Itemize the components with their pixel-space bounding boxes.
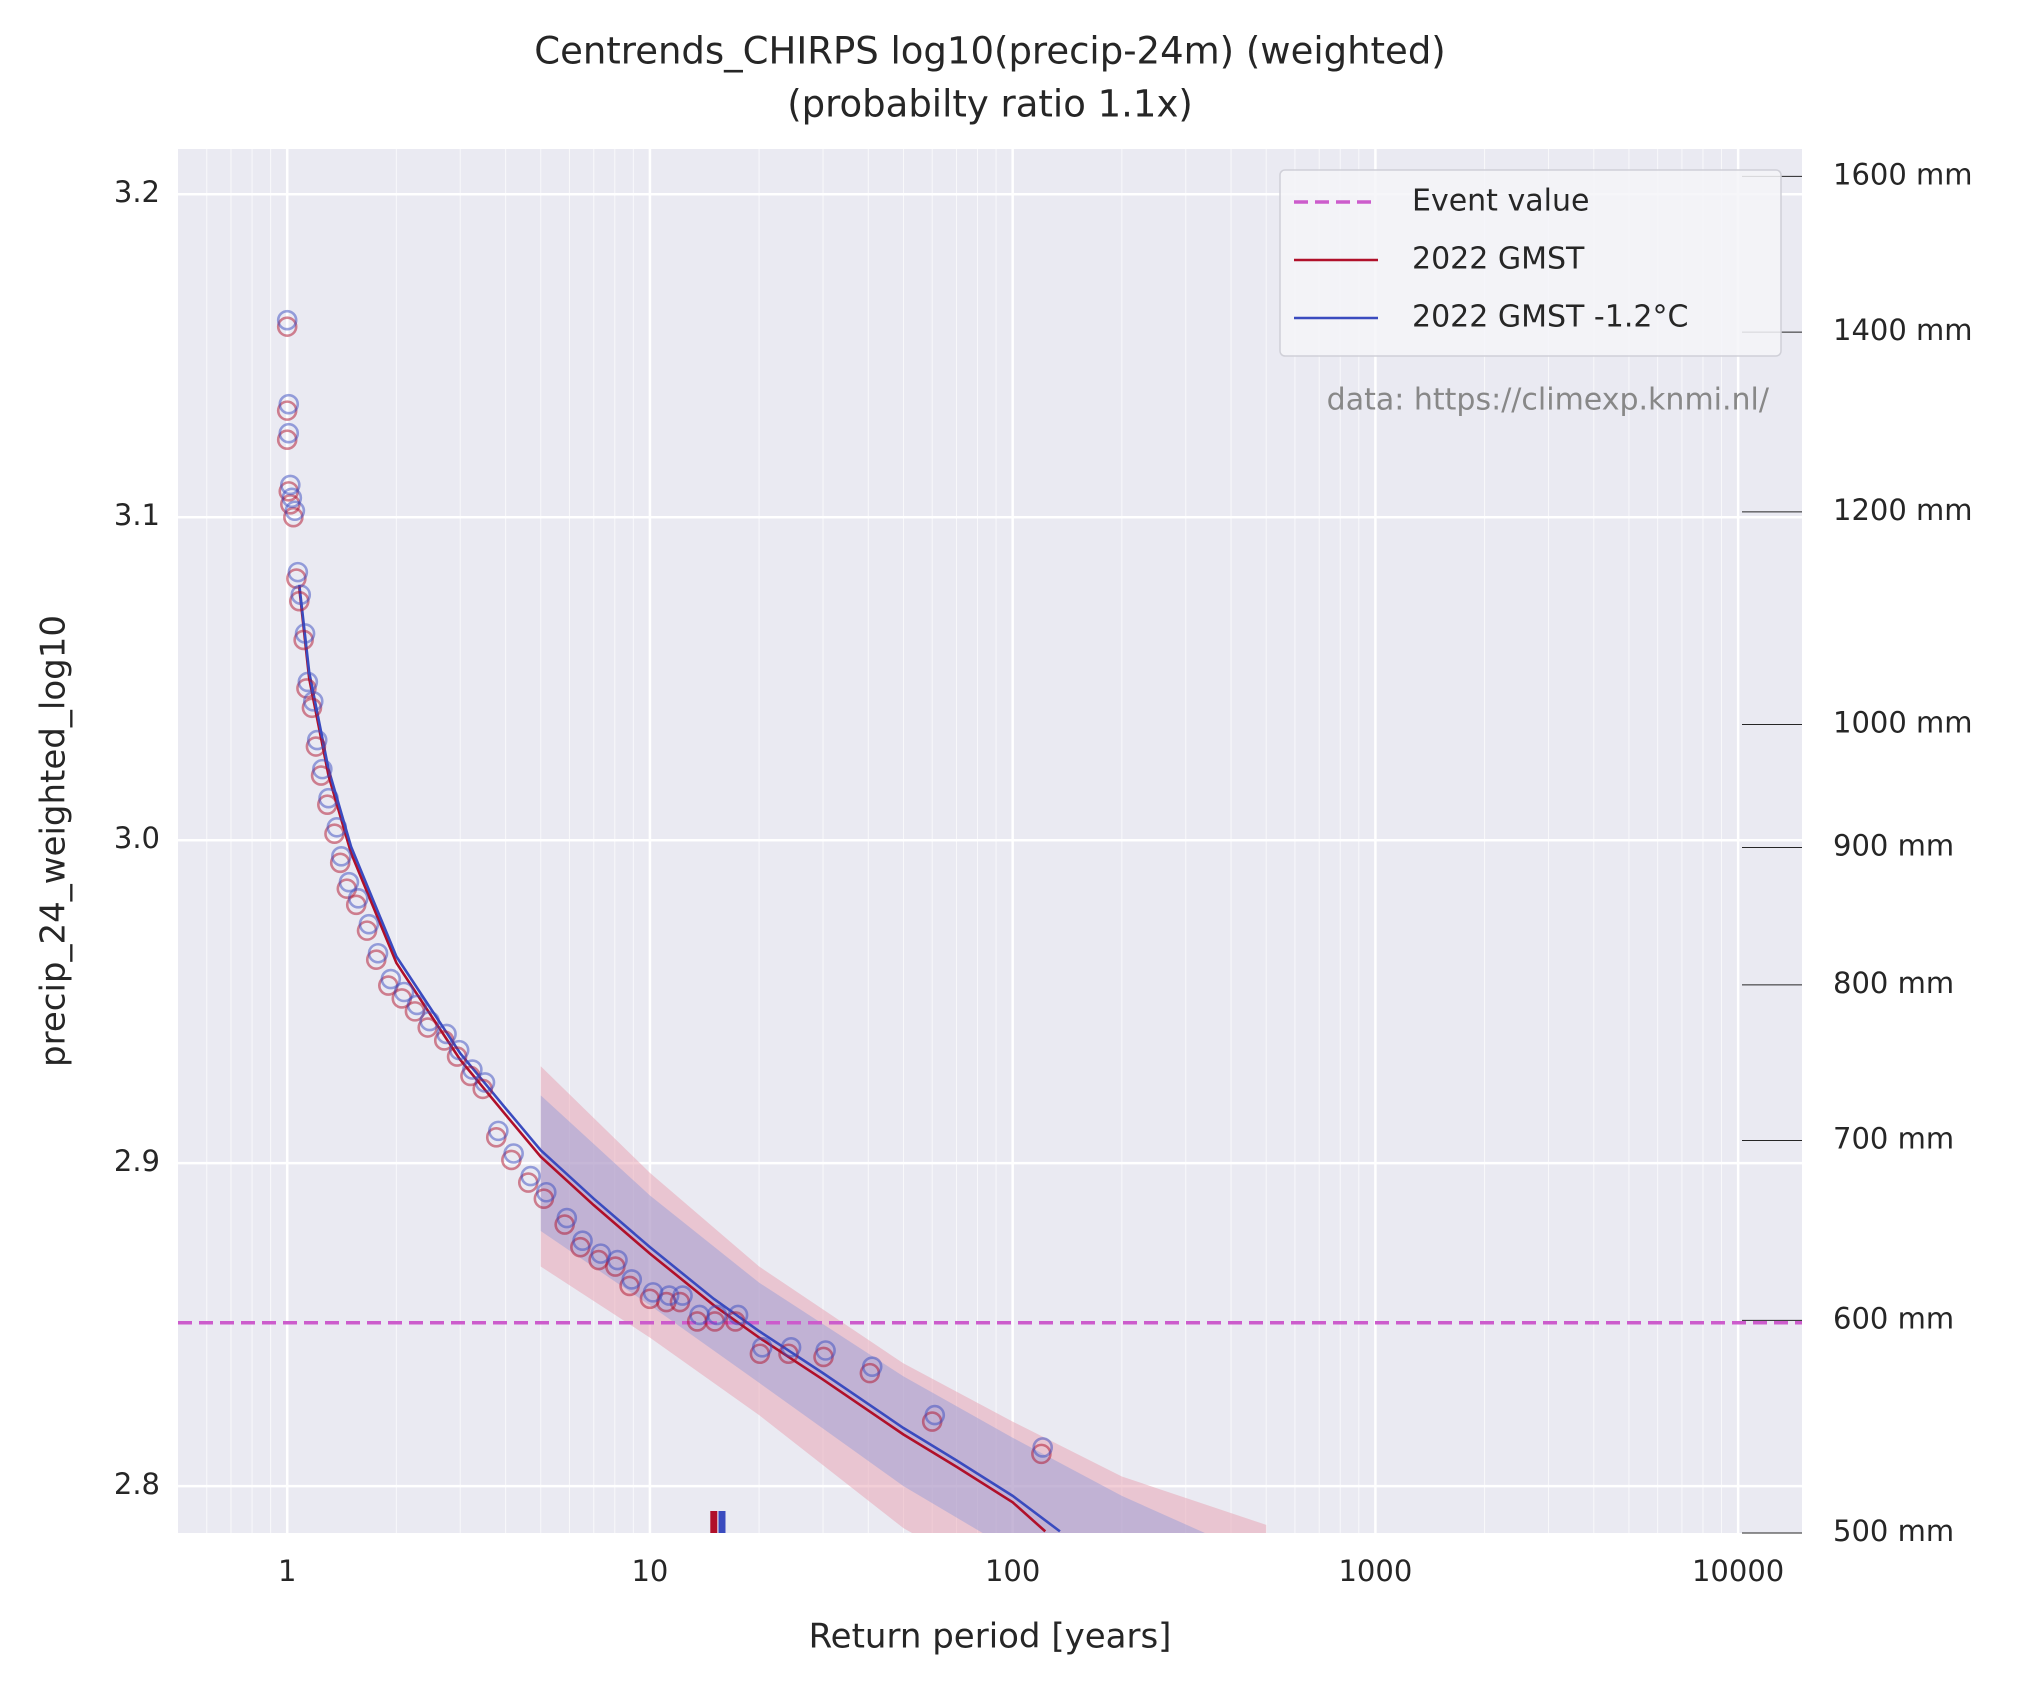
observation-point [281, 487, 303, 509]
observation-point [280, 474, 301, 496]
legend-label: 2022 GMST -1.2°C [1412, 300, 1688, 335]
observation-point [462, 1059, 483, 1080]
chart-subtitle: (probabilty ratio 1.1x) [787, 83, 1193, 126]
observation-point [607, 1249, 628, 1271]
observation-point [780, 1336, 802, 1358]
y-tick-label: 2.8 [114, 1467, 160, 1501]
observation-point [287, 561, 309, 583]
observation-point [572, 1230, 593, 1251]
observation-point [297, 671, 319, 693]
observation-point [503, 1143, 524, 1164]
y2-tick-label: 600 mm [1833, 1301, 1954, 1335]
observation-point [276, 316, 298, 337]
legend-label: 2022 GMST [1412, 242, 1585, 277]
x-tick-label: 10 [631, 1554, 668, 1588]
y2-tick-label: 1200 mm [1833, 493, 1973, 527]
observation-point [536, 1181, 557, 1203]
observation-point [331, 846, 352, 867]
y-tick-label: 2.9 [114, 1144, 160, 1178]
observation-point [520, 1165, 541, 1187]
y-tick-label: 3.1 [114, 498, 160, 532]
observation-point [312, 758, 333, 780]
y2-tick-label: 700 mm [1833, 1122, 1954, 1156]
y2-tick-label: 500 mm [1833, 1514, 1954, 1548]
y-axis-label: precip_24_weighted_log10 [34, 615, 74, 1067]
confidence-band [540, 1095, 1205, 1533]
observation-point [290, 584, 312, 606]
fit-line [298, 588, 1047, 1533]
y2-tick-label: 1600 mm [1833, 157, 1973, 191]
observation-point [436, 1023, 457, 1045]
event-return-marker [718, 1511, 726, 1533]
observation-point [367, 942, 389, 964]
observation-point [380, 968, 402, 990]
y2-tick-label: 1000 mm [1833, 706, 1973, 740]
observation-point [347, 888, 369, 909]
observation-point [338, 871, 360, 893]
observation-point [556, 1207, 578, 1229]
observation-point [1032, 1437, 1053, 1458]
annotation: data: https://climexp.knmi.nl/ [1327, 383, 1770, 418]
observation-point [621, 1269, 643, 1290]
observation-point [284, 500, 306, 522]
y2-tick-label: 900 mm [1833, 828, 1954, 862]
observation-point [278, 393, 300, 415]
observation-point [294, 623, 316, 644]
observation-point [318, 787, 339, 809]
observation-point [278, 422, 300, 444]
observation-point [751, 1336, 773, 1358]
observation-point [474, 1072, 496, 1093]
x-axis-label: Return period [years] [809, 1617, 1172, 1657]
observation-point [326, 816, 348, 838]
observation-point [276, 309, 298, 331]
observation-point [406, 994, 428, 1016]
observation-point [861, 1356, 883, 1377]
x-tick-label: 100 [985, 1554, 1040, 1588]
observation-point [302, 691, 324, 712]
observation-point [419, 1010, 440, 1032]
y2-tick-label: 1400 mm [1833, 313, 1973, 347]
y-tick-label: 3.2 [114, 175, 160, 209]
observation-point [393, 981, 415, 1003]
legend-box [1279, 169, 1782, 357]
observation-point [815, 1340, 836, 1361]
observation-point [358, 913, 380, 935]
observation-point [706, 1304, 728, 1326]
observation-point [306, 729, 328, 751]
plot-area [178, 149, 1802, 1533]
event-return-marker [710, 1511, 718, 1533]
observation-point [924, 1404, 946, 1426]
observation-point [488, 1120, 509, 1142]
observation-point [672, 1285, 693, 1306]
observation-point [658, 1285, 680, 1306]
chart-title: Centrends_CHIRPS log10(precip-24m) (weig… [534, 30, 1446, 73]
observation-point [727, 1304, 749, 1326]
observation-point [448, 1039, 470, 1061]
x-tick-label: 1000 [1338, 1554, 1412, 1588]
x-tick-label: 1 [278, 1554, 296, 1588]
x-tick-label: 10000 [1692, 1554, 1784, 1588]
legend-label: Event value [1412, 184, 1589, 219]
y-tick-label: 3.0 [114, 821, 160, 855]
y2-tick-label: 800 mm [1833, 966, 1954, 1000]
